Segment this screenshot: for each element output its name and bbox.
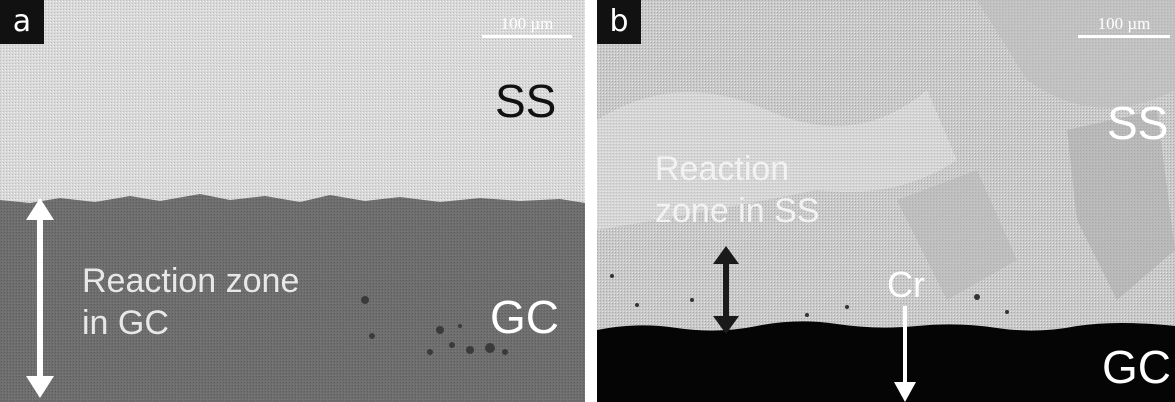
scalebar-a: 100 µm: [482, 14, 572, 38]
reaction-zone-a-line2: in GC: [82, 302, 299, 344]
reaction-zone-label-a: Reaction zone in GC: [82, 260, 299, 344]
scalebar-b-text: 100 µm: [1078, 14, 1170, 34]
phase-label-ss-b: SS: [1107, 100, 1168, 146]
micrograph-panel-b: b 100 µm SS GC Reaction zone in SS Cr: [597, 0, 1175, 402]
panel-label-a: a: [0, 0, 44, 44]
reaction-zone-b-line2: zone in SS: [655, 190, 819, 232]
reaction-zone-label-b: Reaction zone in SS: [655, 148, 819, 232]
scalebar-b: 100 µm: [1078, 14, 1170, 38]
down-arrow-icon-cr: [891, 306, 919, 402]
scalebar-a-text: 100 µm: [482, 14, 572, 34]
reaction-zone-a-line1: Reaction zone: [82, 260, 299, 302]
double-arrow-icon-a: [20, 198, 60, 398]
phase-label-gc-a: GC: [490, 294, 559, 340]
element-marker-cr: Cr: [887, 262, 925, 308]
micrograph-panel-a: a 100 µm SS GC Reaction zone in GC: [0, 0, 585, 402]
panel-label-b: b: [597, 0, 641, 44]
phase-label-gc-b: GC: [1102, 344, 1171, 390]
scalebar-b-line: [1078, 35, 1170, 38]
phase-label-ss-a: SS: [495, 78, 556, 124]
double-arrow-icon-b: [711, 246, 741, 334]
reaction-zone-b-line1: Reaction: [655, 148, 819, 190]
scalebar-a-line: [482, 35, 572, 38]
